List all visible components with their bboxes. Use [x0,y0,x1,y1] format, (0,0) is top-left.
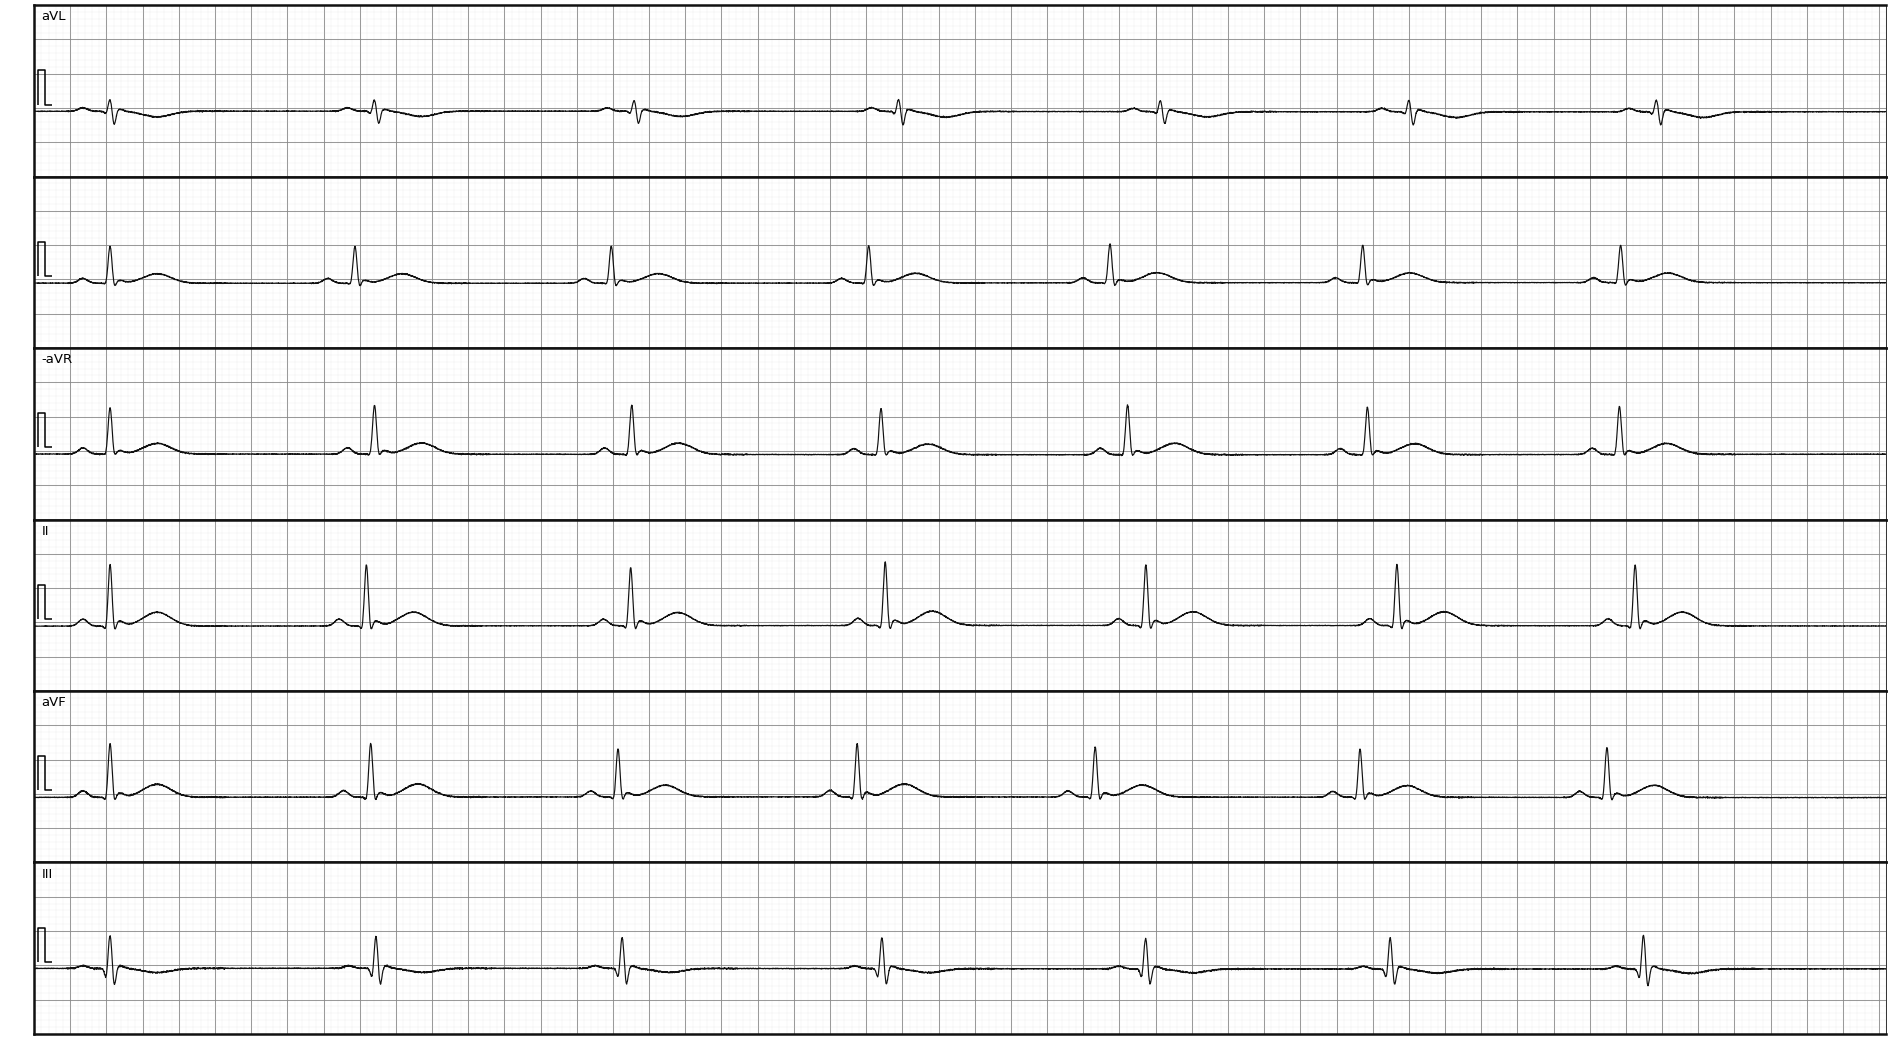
Text: III: III [42,868,53,880]
Text: II: II [42,525,49,537]
Text: -aVR: -aVR [42,353,72,366]
Text: aVL: aVL [42,10,66,23]
Text: aVF: aVF [42,696,66,709]
